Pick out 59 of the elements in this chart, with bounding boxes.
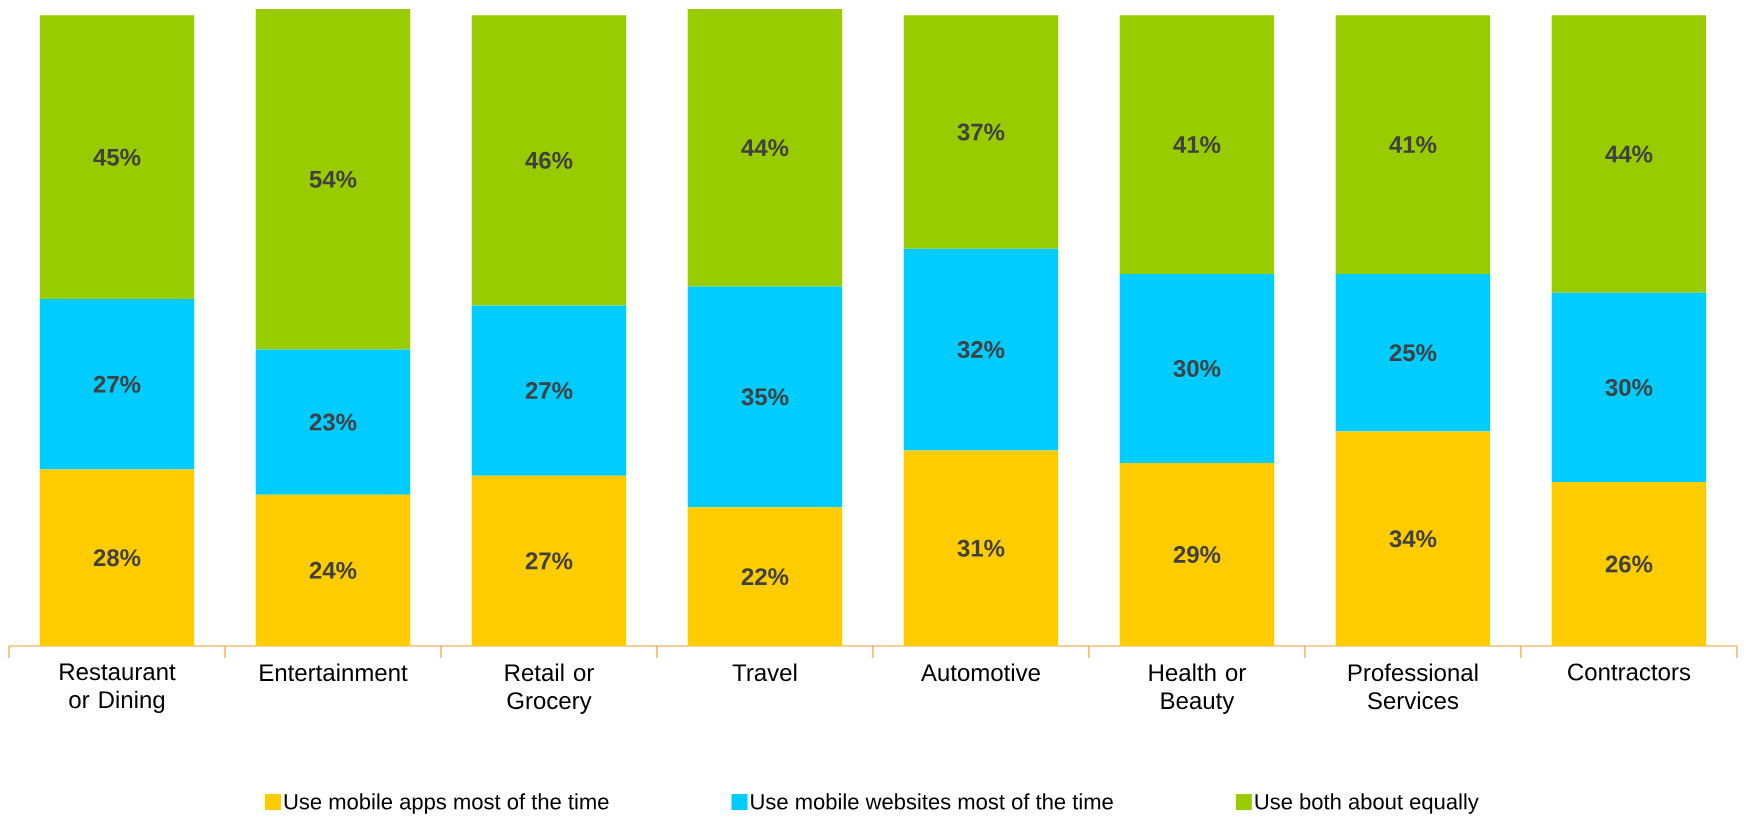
bar	[687, 507, 843, 646]
legend-label: Use mobile apps most of the time	[284, 793, 609, 814]
data-label: 34%	[1389, 530, 1437, 548]
data-label: 27%	[93, 375, 141, 393]
bar	[1119, 273, 1275, 464]
x-tick-label: Professional Services	[1348, 663, 1478, 710]
x-tick-label: Travel	[732, 663, 797, 682]
bar	[1335, 431, 1491, 646]
bar	[687, 8, 843, 287]
bar	[255, 494, 411, 646]
bar	[1335, 273, 1491, 432]
bar	[471, 15, 627, 306]
data-label: 44%	[741, 139, 789, 157]
data-label: 32%	[957, 341, 1005, 359]
legend-label: Use both about equally	[1255, 793, 1479, 814]
bar	[1119, 15, 1275, 274]
data-label: 35%	[741, 388, 789, 406]
x-tick-label: Automotive	[920, 663, 1040, 682]
data-label: 22%	[741, 568, 789, 586]
legend-label: Use mobile websites most of the time	[751, 793, 1113, 810]
data-label: 25%	[1389, 344, 1437, 362]
data-label: 27%	[525, 382, 573, 400]
bar	[1551, 292, 1707, 483]
bar	[1335, 15, 1491, 274]
bar	[903, 450, 1059, 646]
data-label: 23%	[309, 413, 357, 431]
bar	[255, 349, 411, 495]
data-label: 54%	[309, 170, 357, 188]
data-label: 41%	[1389, 136, 1437, 154]
data-label: 30%	[1605, 378, 1653, 396]
data-label: 26%	[1605, 555, 1653, 573]
bar	[687, 286, 843, 508]
bar	[1551, 15, 1707, 293]
data-label: 24%	[309, 561, 357, 579]
bar	[1551, 482, 1707, 646]
bar	[255, 8, 411, 350]
bar	[39, 469, 195, 646]
data-label: 37%	[957, 123, 1005, 141]
bar	[471, 305, 627, 476]
x-tick-label: Health or Beauty	[1149, 663, 1246, 714]
data-label: 31%	[957, 539, 1005, 557]
data-label: 27%	[525, 552, 573, 570]
bar	[903, 248, 1059, 451]
bar	[903, 15, 1059, 249]
data-label: 46%	[525, 151, 573, 169]
x-tick-label: Entertainment	[260, 663, 408, 682]
bar	[39, 299, 195, 470]
data-label: 44%	[1605, 145, 1653, 163]
data-label: 41%	[1173, 136, 1221, 154]
x-tick-label: Restaurant or Dining	[60, 663, 176, 714]
data-label: 29%	[1173, 546, 1221, 564]
bar	[1119, 463, 1275, 646]
data-label: 30%	[1173, 359, 1221, 377]
bar	[39, 15, 195, 300]
bar	[471, 475, 627, 646]
data-label: 28%	[93, 549, 141, 567]
x-tick-label: Retail or Grocery	[505, 663, 594, 714]
x-tick-label: Contractors	[1568, 663, 1691, 681]
data-label: 45%	[93, 148, 141, 166]
